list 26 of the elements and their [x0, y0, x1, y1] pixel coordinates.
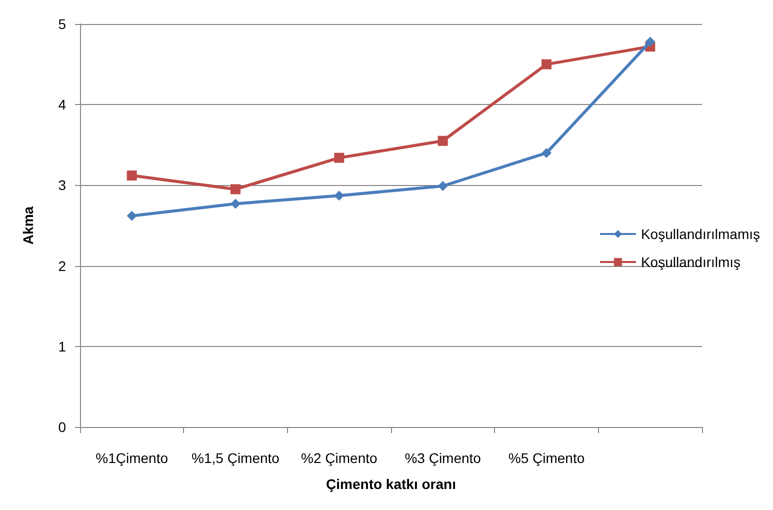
x-tick-label: %5 Çimento — [508, 450, 585, 466]
y-tick-label: 5 — [58, 16, 66, 32]
x-tick-label: %2 Çimento — [301, 450, 378, 466]
y-tick-label: 3 — [58, 177, 66, 194]
point — [438, 181, 448, 192]
point — [334, 190, 344, 201]
point — [438, 136, 448, 146]
y-axis-title: Akma — [20, 206, 36, 245]
y-tick-label: 2 — [58, 258, 66, 274]
point — [334, 152, 344, 163]
point — [542, 148, 552, 158]
legend-label: Koşullandırılmamış — [640, 226, 760, 242]
y-tick-label: 0 — [58, 419, 66, 435]
point — [126, 210, 137, 221]
y-tick-label: 1 — [58, 338, 66, 354]
point — [645, 36, 656, 47]
legend-label: Koşullandırılmış — [640, 254, 741, 270]
x-tick-label: %3 Çimento — [404, 450, 482, 466]
x-axis-title: Çimento katkı oranı — [326, 476, 456, 492]
point — [230, 184, 240, 194]
point — [126, 170, 137, 181]
point — [230, 198, 240, 209]
x-tick-label: %1Çimento — [96, 450, 168, 466]
x-tick-label: %1,5 Çimento — [192, 450, 280, 466]
y-tick-label: 4 — [58, 96, 66, 113]
point — [542, 59, 552, 70]
